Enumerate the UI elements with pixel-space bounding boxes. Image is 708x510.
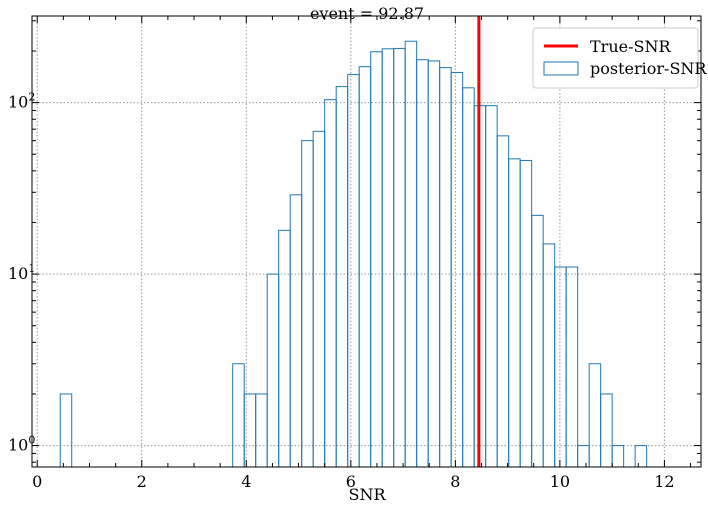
legend-box <box>532 27 699 89</box>
axis-ticks <box>32 16 701 467</box>
x-tick-label: 6 <box>346 472 356 491</box>
histogram-bar <box>347 73 360 468</box>
histogram-bar <box>565 266 579 468</box>
y-tick-label: 102 <box>8 91 35 112</box>
histogram-bar <box>519 159 533 468</box>
histogram-bar <box>301 140 314 468</box>
histogram-bar <box>289 194 303 468</box>
histogram-bar <box>542 243 556 468</box>
histogram-bar <box>600 393 613 468</box>
tick-labels: 0 2 4 6 8 10 12 100 101 102 <box>8 91 675 491</box>
histogram-bar <box>59 393 73 468</box>
histogram-bar <box>577 445 590 468</box>
legend-posterior-swatch <box>543 61 579 76</box>
histogram-bar <box>485 105 498 468</box>
histogram-bar <box>450 71 464 468</box>
histogram-bar <box>439 67 452 468</box>
histogram-bar <box>358 66 372 468</box>
histogram-series <box>59 40 648 468</box>
x-tick-label: 0 <box>32 472 42 491</box>
y-tick-label: 100 <box>8 434 35 455</box>
histogram-bar <box>496 135 510 468</box>
histogram-bar <box>312 130 326 468</box>
histogram-bar <box>416 59 429 468</box>
x-tick-label: 10 <box>550 472 570 491</box>
histogram-bar <box>370 51 383 468</box>
x-tick-label: 12 <box>654 472 674 491</box>
histogram-bar <box>266 273 280 468</box>
x-tick-label: 4 <box>241 472 251 491</box>
histogram-bar <box>634 445 648 468</box>
histogram-bar <box>278 229 291 468</box>
x-tick-label: 8 <box>450 472 460 491</box>
plot-frame <box>31 15 702 468</box>
histogram-bar <box>462 87 475 468</box>
legend: True-SNR posterior-SNR <box>532 27 707 89</box>
histogram-bar <box>232 363 245 468</box>
x-tick-label: 2 <box>137 472 147 491</box>
histogram-bar <box>324 99 337 468</box>
histogram-bar <box>554 266 567 468</box>
histogram-bar <box>404 40 418 468</box>
histogram-bar <box>335 86 349 468</box>
chart-title: event = 92.87 <box>310 4 424 23</box>
histogram-bar <box>611 445 625 468</box>
histogram-bar <box>381 48 395 468</box>
y-tick-label: 101 <box>8 262 35 283</box>
histogram-bar <box>255 393 268 468</box>
histogram-bar <box>393 47 406 468</box>
x-axis-label: SNR <box>348 485 386 504</box>
legend-true-snr-label: True-SNR <box>590 37 671 56</box>
legend-posterior-label: posterior-SNR <box>590 59 707 78</box>
histogram-bar <box>508 158 521 468</box>
histogram-bar <box>588 363 602 468</box>
histogram-bar <box>427 60 441 468</box>
histogram-bar <box>531 214 544 468</box>
